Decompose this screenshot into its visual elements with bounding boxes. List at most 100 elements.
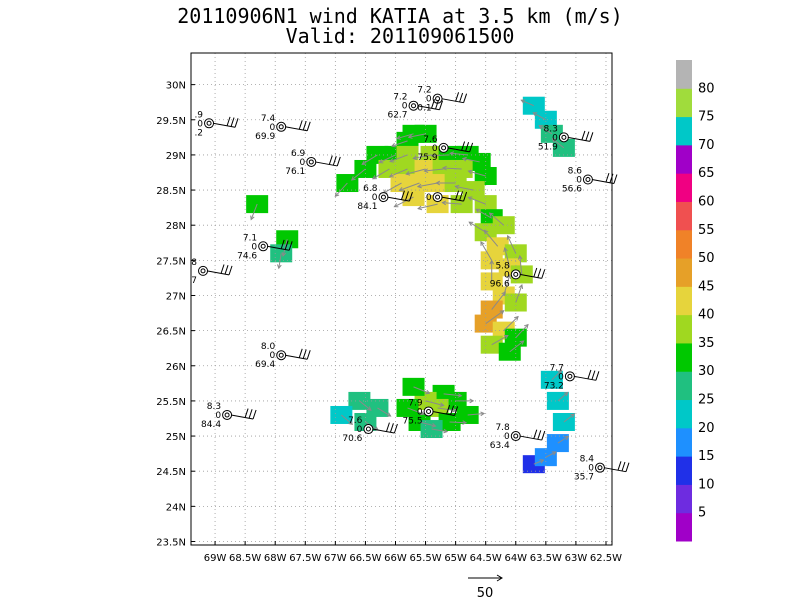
wind-arrow <box>504 247 511 268</box>
wind-arrow-head <box>442 165 447 171</box>
station-marker <box>594 462 605 473</box>
colorbar-swatch <box>676 229 692 259</box>
wind-arrow <box>443 393 462 397</box>
wind-arrow-head <box>435 180 441 186</box>
wind-arrow <box>475 208 492 219</box>
station-marker-inner <box>365 426 371 432</box>
station-value-mid: 0 <box>426 193 432 203</box>
wind-barb-feather <box>298 348 303 358</box>
wind-arrow <box>551 369 563 381</box>
wind-barb-feather <box>230 117 235 127</box>
colorbar-swatch <box>676 173 692 202</box>
station-marker-inner <box>435 96 441 102</box>
wind-arrow-head <box>475 208 481 213</box>
station-value-top: 7.9 <box>408 398 423 408</box>
station-marker <box>438 142 449 153</box>
wind-arrow-head <box>489 259 495 265</box>
station-value-mid: 0 <box>357 425 363 435</box>
colorbar-label: 60 <box>698 194 715 209</box>
wind-arrow-head <box>395 135 402 140</box>
wind-arrow <box>557 436 569 444</box>
wind-barb-feather <box>617 461 622 471</box>
station-value-bottom: 63.4 <box>490 441 510 451</box>
station-marker-inner <box>224 412 230 418</box>
wind-arrow <box>521 99 535 107</box>
lon-tick-label: 64.5W <box>470 553 502 564</box>
wind-arrow-head <box>348 420 354 426</box>
colorbar-swatch <box>676 286 692 316</box>
station-value-bottom: 75.9 <box>418 153 438 163</box>
wind-arrow-head <box>449 151 455 156</box>
wind-barb-feather <box>252 409 257 420</box>
wind-arrow <box>351 168 366 181</box>
colorbar-swatch <box>676 512 692 542</box>
wind-barb-feather <box>244 408 249 418</box>
wind-arrow <box>413 154 432 159</box>
station-value-top: 5.8 <box>495 261 510 271</box>
station-value-top: 8.4 <box>580 455 595 465</box>
colorbar-label: 15 <box>698 449 715 464</box>
wind-arrow-head <box>532 112 538 117</box>
wind-barb-feather <box>581 130 586 141</box>
station-marker-inner <box>278 124 284 130</box>
wind-barb-feather <box>533 267 538 278</box>
station-value-mid: 0 <box>588 464 594 474</box>
wind-arrow <box>391 140 408 147</box>
station-value-mid: 0 <box>251 242 257 252</box>
colorbar-swatch <box>676 399 692 429</box>
colorbar-label: 25 <box>698 393 715 408</box>
colorbar-label: 65 <box>698 166 715 181</box>
wind-barb-feather <box>234 118 239 128</box>
lat-tick-label: 29.5N <box>156 116 186 127</box>
wind-arrow <box>341 414 353 425</box>
station-marker <box>276 121 287 132</box>
wind-barb-feather <box>288 241 293 251</box>
wind-cell <box>270 244 293 263</box>
map-subtitle: Valid: 201109061500 <box>285 24 515 48</box>
colorbar-label: 40 <box>698 308 715 323</box>
station-marker-inner <box>435 194 441 200</box>
station-value-top: 7.8 <box>495 423 510 433</box>
colorbar-label: 35 <box>698 336 715 351</box>
wind-barb-feather <box>469 142 474 153</box>
colorbar-swatch <box>676 314 692 344</box>
station-value-top: 7.4 <box>261 114 276 124</box>
wind-arrow <box>408 133 426 138</box>
colorbar-swatch <box>676 427 692 457</box>
station-marker <box>258 241 269 252</box>
lon-tick-label: 69W <box>204 553 227 564</box>
colorbar-swatch <box>676 144 692 174</box>
station-marker <box>432 192 443 203</box>
lon-tick-label: 65.5W <box>409 553 441 564</box>
wind-barb-feather <box>408 191 413 202</box>
wind-arrow <box>437 407 457 412</box>
wind-barb-feather <box>595 371 600 381</box>
station-value-mid: 0 <box>417 407 423 417</box>
wind-barb-feather <box>306 350 311 360</box>
wind-barb-feather <box>587 369 592 380</box>
station-value-mid: 0 <box>552 133 558 143</box>
lon-tick-label: 63.5W <box>530 553 562 564</box>
wind-arrow <box>480 241 493 261</box>
wind-barb-feather <box>463 93 468 103</box>
wind-barb-feather <box>280 239 285 250</box>
wind-barb-feather <box>591 370 596 380</box>
station-marker <box>276 350 287 361</box>
lat-tick-label: 25.5N <box>156 397 186 408</box>
station-value-top: 8.6 <box>568 167 583 177</box>
wind-barb-feather <box>228 265 233 276</box>
lat-tick-label: 29N <box>166 151 186 162</box>
wind-barb-feather <box>385 422 390 432</box>
station-value-top: 7.7 <box>550 363 564 373</box>
station-marker <box>510 269 521 280</box>
wind-arrow-head <box>538 125 544 130</box>
lon-tick-label: 62.5W <box>590 553 622 564</box>
station-value-mid: 0 <box>269 351 275 361</box>
station-value-top: 7.6 <box>423 135 438 145</box>
colorbar-swatch <box>676 371 692 401</box>
wind-barb-feather <box>625 462 630 472</box>
reference-vector: 50 <box>468 574 503 600</box>
wind-barb-feather <box>332 156 337 166</box>
wind-arrow <box>379 154 396 164</box>
wind-arrow <box>443 167 462 170</box>
